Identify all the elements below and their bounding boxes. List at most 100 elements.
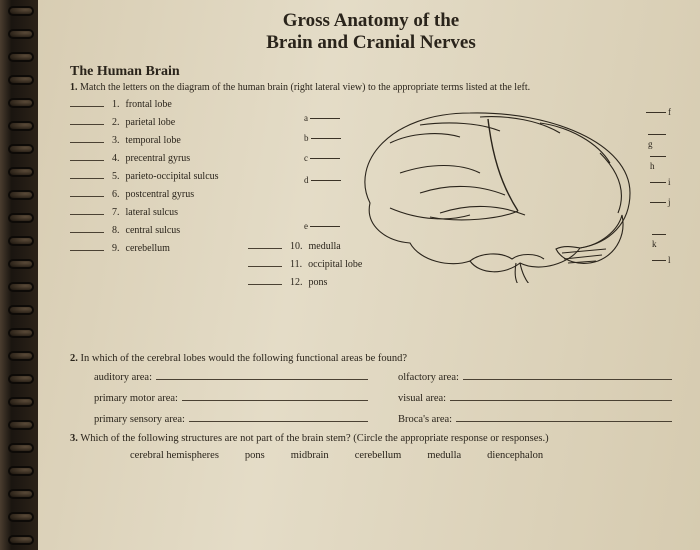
q3-text: Which of the following structures are no… xyxy=(80,433,548,444)
q1-text: Match the letters on the diagram of the … xyxy=(80,82,530,93)
answer-blank[interactable] xyxy=(70,142,104,143)
term-row: 8. central sulcus xyxy=(70,225,219,236)
answer-blank[interactable] xyxy=(70,124,104,125)
term-number: 10. xyxy=(290,241,303,252)
spiral-ring xyxy=(8,443,34,453)
spiral-ring xyxy=(8,52,34,62)
term-number: 6. xyxy=(112,189,120,200)
term-row: 3. temporal lobe xyxy=(70,135,219,146)
term-label: parieto-occipital sulcus xyxy=(126,171,219,182)
term-label: lateral sulcus xyxy=(126,207,178,218)
functional-areas-grid: auditory area: olfactory area: primary mot… xyxy=(94,372,672,425)
spiral-ring xyxy=(8,282,34,292)
term-row: 1. frontal lobe xyxy=(70,99,219,110)
spiral-ring xyxy=(8,535,34,545)
spiral-ring xyxy=(8,351,34,361)
terms-column-1: 1. frontal lobe 2.parietal lobe 3. temporal … xyxy=(70,99,219,261)
spiral-ring xyxy=(8,374,34,384)
term-label: cerebellum xyxy=(126,243,170,254)
spiral-ring xyxy=(8,397,34,407)
functional-area-row: auditory area: xyxy=(94,372,368,383)
spiral-ring xyxy=(8,259,34,269)
answer-blank[interactable] xyxy=(70,178,104,179)
answer-blank[interactable] xyxy=(70,160,104,161)
spiral-ring xyxy=(8,167,34,177)
answer-blank[interactable] xyxy=(70,214,104,215)
answer-blank[interactable] xyxy=(70,196,104,197)
q3-options: cerebral hemispheres pons midbrain cerebell… xyxy=(130,450,672,461)
term-label: postcentral gyrus xyxy=(126,189,195,200)
term-number: 2. xyxy=(112,117,120,128)
section-heading: The Human Brain xyxy=(70,64,672,80)
term-label: central sulcus xyxy=(126,225,181,236)
functional-area-row: primary sensory area: xyxy=(94,414,368,425)
fa-label: Broca's area: xyxy=(398,414,452,425)
q2-instruction: 2. In which of the cerebral lobes would … xyxy=(70,353,672,364)
functional-area-row: Broca's area: xyxy=(398,414,672,425)
answer-line[interactable] xyxy=(450,400,672,401)
answer-line[interactable] xyxy=(156,379,368,380)
term-row: 9. cerebellum xyxy=(70,243,219,254)
fa-label: auditory area: xyxy=(94,372,152,383)
spiral-ring xyxy=(8,512,34,522)
term-number: 4. xyxy=(112,153,120,164)
answer-line[interactable] xyxy=(189,421,368,422)
page-title: Gross Anatomy of the Brain and Cranial N… xyxy=(70,10,672,54)
term-number: 3. xyxy=(112,135,120,146)
term-row: 4.precentral gyrus xyxy=(70,153,219,164)
answer-blank[interactable] xyxy=(248,284,282,285)
title-line-1: Gross Anatomy of the xyxy=(70,10,672,32)
q1-area: 1. frontal lobe 2.parietal lobe 3. temporal … xyxy=(70,99,672,349)
q3-option[interactable]: medulla xyxy=(427,450,461,461)
q1-instruction: 1. Match the letters on the diagram of t… xyxy=(70,82,672,93)
fa-label: olfactory area: xyxy=(398,372,459,383)
term-number: 11. xyxy=(290,259,302,270)
fa-label: primary sensory area: xyxy=(94,414,185,425)
term-number: 12. xyxy=(290,277,303,288)
q3-option[interactable]: cerebellum xyxy=(355,450,402,461)
spiral-binding xyxy=(0,0,38,550)
spiral-ring xyxy=(8,466,34,476)
spiral-ring xyxy=(8,144,34,154)
answer-blank[interactable] xyxy=(248,248,282,249)
q3-instruction: 3. Which of the following structures are… xyxy=(70,433,672,444)
term-label: frontal lobe xyxy=(126,99,172,110)
answer-line[interactable] xyxy=(182,400,368,401)
term-number: 5. xyxy=(112,171,120,182)
functional-area-row: visual area: xyxy=(398,393,672,404)
spiral-ring xyxy=(8,328,34,338)
spiral-ring xyxy=(8,190,34,200)
fa-label: primary motor area: xyxy=(94,393,178,404)
answer-blank[interactable] xyxy=(70,106,104,107)
lead-j: j xyxy=(650,197,671,207)
term-row: 2.parietal lobe xyxy=(70,117,219,128)
lead-k: k xyxy=(652,229,672,249)
answer-line[interactable] xyxy=(456,421,672,422)
term-number: 8. xyxy=(112,225,120,236)
lead-g: g xyxy=(648,129,672,149)
q2-text: In which of the cerebral lobes would the… xyxy=(81,353,408,364)
lead-l: l xyxy=(652,255,671,265)
q3-option[interactable]: midbrain xyxy=(291,450,329,461)
term-number: 7. xyxy=(112,207,120,218)
term-row: 7. lateral sulcus xyxy=(70,207,219,218)
answer-line[interactable] xyxy=(463,379,672,380)
term-number: 1. xyxy=(112,99,120,110)
q2-number: 2. xyxy=(70,353,78,364)
term-number: 9. xyxy=(112,243,120,254)
functional-area-row: olfactory area: xyxy=(398,372,672,383)
fa-label: visual area: xyxy=(398,393,446,404)
answer-blank[interactable] xyxy=(70,250,104,251)
spiral-ring xyxy=(8,305,34,315)
spiral-ring xyxy=(8,420,34,430)
q3-option[interactable]: diencephalon xyxy=(487,450,543,461)
q3-option[interactable]: pons xyxy=(245,450,265,461)
answer-blank[interactable] xyxy=(70,232,104,233)
term-label: temporal lobe xyxy=(126,135,181,146)
q3-option[interactable]: cerebral hemispheres xyxy=(130,450,219,461)
title-line-2: Brain and Cranial Nerves xyxy=(70,32,672,54)
q3-number: 3. xyxy=(70,433,78,444)
answer-blank[interactable] xyxy=(248,266,282,267)
brain-diagram xyxy=(330,103,650,283)
spiral-ring xyxy=(8,121,34,131)
